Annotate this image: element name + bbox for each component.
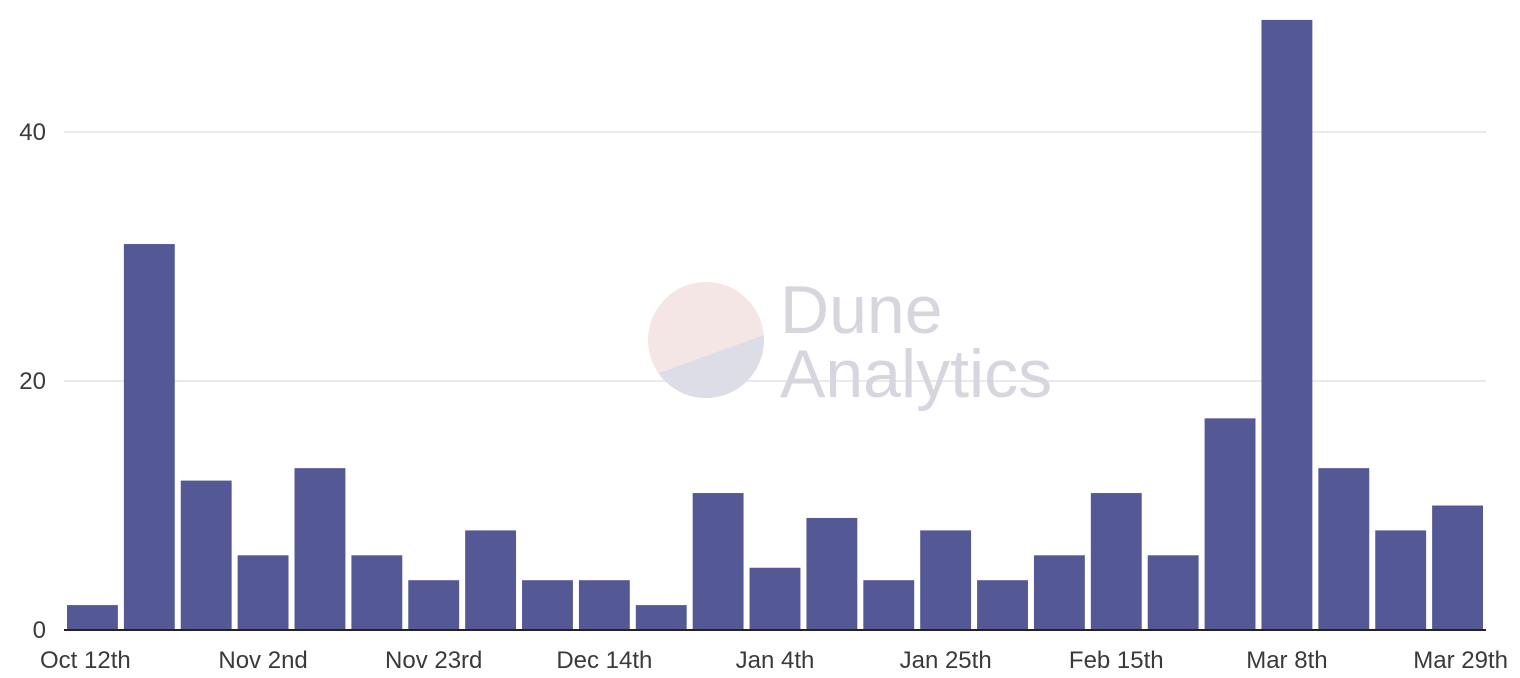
bar-mar-8th[interactable] [1261, 19, 1313, 630]
bar-feb-15th[interactable] [1090, 493, 1142, 630]
bar-jan-4th[interactable] [749, 567, 801, 630]
x-tick-label: Mar 29th [1413, 647, 1508, 674]
x-tick-label: Feb 15th [1069, 647, 1164, 674]
bar-nov-23rd[interactable] [408, 580, 460, 630]
bar-dec-7th[interactable] [522, 580, 573, 630]
bar-dec-28th[interactable] [692, 493, 744, 630]
bar-jan-25th[interactable] [920, 530, 972, 630]
watermark-word-dune: Dune [780, 272, 943, 348]
bar-feb-1st[interactable] [977, 580, 1028, 630]
x-tick-label: Nov 23rd [385, 647, 482, 674]
bar-jan-11th[interactable] [806, 517, 858, 630]
x-tick-label: Mar 8th [1246, 647, 1327, 674]
bar-oct-12th[interactable] [67, 605, 118, 630]
bar-mar-29th[interactable] [1432, 505, 1483, 631]
x-tick-label: Dec 14th [556, 647, 652, 674]
y-tick-label: 0 [33, 617, 46, 644]
bar-nov-30th[interactable] [465, 530, 517, 630]
x-axis-ticks: Oct 12th Nov 2nd Nov 23rd Dec 14th Jan 4th Ja… [40, 647, 1508, 674]
bar-feb-22nd[interactable] [1147, 555, 1199, 630]
x-tick-label: Jan 4th [736, 647, 815, 674]
bar-mar-1st[interactable] [1204, 418, 1256, 630]
x-tick-label: Nov 2nd [218, 647, 307, 674]
bar-mar-22nd[interactable] [1375, 530, 1427, 630]
bar-nov-9th[interactable] [294, 468, 346, 630]
bar-jan-18th[interactable] [863, 580, 915, 630]
dune-analytics-watermark: Dune Analytics [648, 272, 1052, 412]
bar-nov-2nd[interactable] [237, 555, 289, 630]
y-axis-ticks: 0 20 40 [19, 119, 46, 644]
x-tick-label: Oct 12th [40, 647, 131, 674]
y-tick-label: 40 [19, 119, 46, 146]
bar-feb-8th[interactable] [1033, 555, 1085, 630]
bar-oct-26th[interactable] [180, 480, 232, 630]
watermark-word-analytics: Analytics [780, 336, 1052, 412]
bar-dec-21st[interactable] [635, 605, 687, 630]
y-tick-label: 20 [19, 368, 46, 395]
bar-mar-15th[interactable] [1318, 468, 1370, 630]
dune-logo-icon [648, 282, 764, 398]
bar-oct-19th[interactable] [123, 244, 175, 631]
bars [67, 19, 1483, 631]
bar-dec-14th[interactable] [578, 580, 630, 630]
x-tick-label: Jan 25th [900, 647, 992, 674]
bar-nov-16th[interactable] [351, 555, 403, 630]
gridlines [64, 131, 1486, 382]
